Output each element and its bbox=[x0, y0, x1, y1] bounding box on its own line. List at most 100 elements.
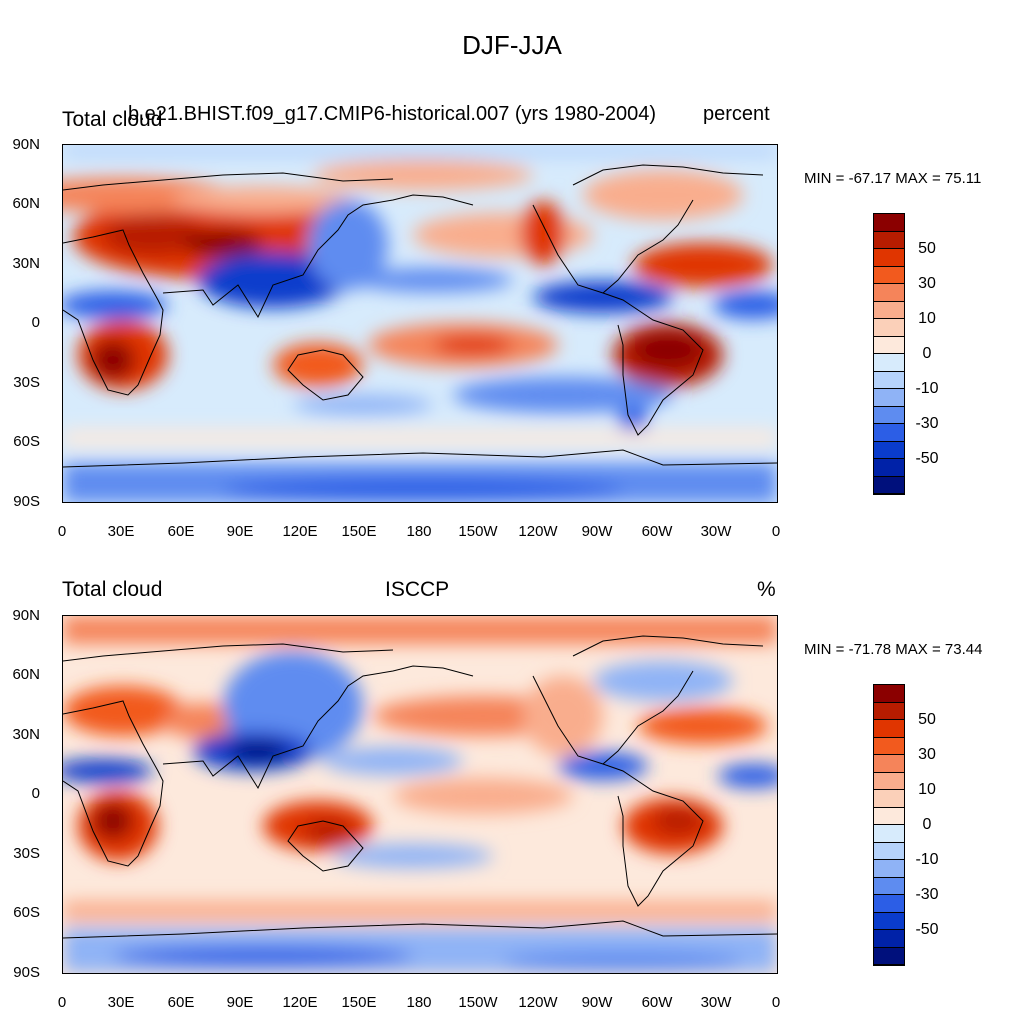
colorbar-swatch bbox=[874, 930, 904, 948]
panel2-lat-label: 0 bbox=[31, 785, 40, 802]
colorbar-swatch bbox=[874, 301, 904, 319]
colorbar-swatch bbox=[874, 231, 904, 249]
panel1-lat-label: 90N bbox=[12, 136, 40, 153]
panel1-lat-label: 30S bbox=[13, 374, 40, 391]
colorbar-swatch bbox=[874, 685, 904, 703]
panel2-center-label: ISCCP bbox=[385, 578, 450, 601]
panel1-lon-label: 90W bbox=[581, 523, 613, 540]
colorbar-swatch bbox=[874, 947, 904, 965]
panel1-lon-label: 150E bbox=[341, 523, 377, 540]
colorbar-swatch bbox=[874, 424, 904, 442]
colorbar-swatch bbox=[874, 720, 904, 738]
colorbar-swatch bbox=[874, 772, 904, 790]
colorbar-swatch bbox=[874, 214, 904, 232]
panel2-colorbar bbox=[873, 684, 905, 966]
colorbar-swatch bbox=[874, 389, 904, 407]
colorbar-swatch bbox=[874, 459, 904, 477]
panel1-lon-label: 60E bbox=[167, 523, 195, 540]
panel2-colorbar-label: 0 bbox=[922, 816, 932, 833]
colorbar-swatch bbox=[874, 702, 904, 720]
colorbar-swatch bbox=[874, 371, 904, 389]
panel2-lon-label: 120W bbox=[518, 994, 558, 1011]
anomaly-southasia-cool bbox=[198, 252, 348, 308]
panel1-lon-label: 120E bbox=[282, 523, 318, 540]
panel2-lat-label: 60N bbox=[12, 666, 40, 683]
panel1-lon-label: 0 bbox=[57, 523, 67, 540]
colorbar-swatch bbox=[874, 441, 904, 459]
figure-title: DJF-JJA bbox=[462, 30, 562, 60]
panel2-lon-label: 60W bbox=[641, 994, 673, 1011]
panel2-lon-label: 180 bbox=[406, 994, 432, 1011]
colorbar-swatch bbox=[874, 825, 904, 843]
colorbar-swatch bbox=[874, 860, 904, 878]
coastlines bbox=[63, 635, 777, 939]
panel1-lat-label: 0 bbox=[31, 314, 40, 331]
panel2-lon-label: 30W bbox=[700, 994, 732, 1011]
panel1-colorbar bbox=[873, 213, 905, 495]
panel1-lon-label: 180 bbox=[406, 523, 432, 540]
colorbar-swatch bbox=[874, 406, 904, 424]
panel2-lon-label: 90E bbox=[226, 994, 254, 1011]
colorbar-swatch bbox=[874, 842, 904, 860]
colorbar-swatch bbox=[874, 895, 904, 913]
panel1-lat-label: 60S bbox=[13, 433, 40, 450]
panel1-right-label: percent bbox=[703, 103, 770, 125]
panel1-lat-label: 90S bbox=[13, 493, 40, 510]
panel2-colorbar-label: 10 bbox=[918, 781, 936, 798]
panel1-lon-label: 90E bbox=[226, 523, 254, 540]
panel2-colorbar-label: -30 bbox=[915, 886, 939, 903]
panel2-right-label: % bbox=[757, 578, 776, 601]
panel2-lat-label: 90S bbox=[13, 964, 40, 981]
colorbar-swatch bbox=[874, 249, 904, 267]
panel2-colorbar-label: -10 bbox=[915, 851, 939, 868]
colorbar-swatch bbox=[874, 354, 904, 372]
panel1-lat-label: 60N bbox=[12, 195, 40, 212]
panel1-colorbar-label: -30 bbox=[915, 415, 939, 432]
panel2-lat-label: 30S bbox=[13, 845, 40, 862]
panel2-lat-label: 90N bbox=[12, 607, 40, 624]
panel1-colorbar-label: -10 bbox=[915, 380, 939, 397]
panel1-lon-label: 0 bbox=[771, 523, 781, 540]
panel1-colorbar-label: 0 bbox=[922, 345, 932, 362]
panel1-colorbar-label: 30 bbox=[918, 275, 936, 292]
panel2-map bbox=[62, 615, 778, 974]
panel2-lat-label: 30N bbox=[12, 726, 40, 743]
panel2-lon-label: 150W bbox=[458, 994, 498, 1011]
panel2-minmax: MIN = -71.78 MAX = 73.44 bbox=[804, 641, 983, 658]
panel1-left-label: Total cloud bbox=[62, 108, 163, 131]
panel1-colorbar-label: -50 bbox=[915, 450, 939, 467]
colorbar-swatch bbox=[874, 319, 904, 337]
panel1-map bbox=[62, 144, 778, 503]
coastlines bbox=[63, 164, 777, 468]
panel1-lon-label: 30W bbox=[700, 523, 732, 540]
panel2-lon-label: 0 bbox=[771, 994, 781, 1011]
panel1-lon-label: 60W bbox=[641, 523, 673, 540]
panel1-lon-label: 30E bbox=[107, 523, 135, 540]
panel2-lon-label: 90W bbox=[581, 994, 613, 1011]
panel2-left-label: Total cloud bbox=[62, 578, 163, 601]
panel2-colorbar-label: 30 bbox=[918, 746, 936, 763]
panel2-colorbar-label: -50 bbox=[915, 921, 939, 938]
colorbar-swatch bbox=[874, 336, 904, 354]
panel2-lon-label: 150E bbox=[341, 994, 377, 1011]
panel2-lon-label: 30E bbox=[107, 994, 135, 1011]
panel1-lon-label: 120W bbox=[518, 523, 558, 540]
panel2-lon-label: 0 bbox=[57, 994, 67, 1011]
colorbar-swatch bbox=[874, 284, 904, 302]
colorbar-swatch bbox=[874, 755, 904, 773]
panel2-lon-label: 60E bbox=[167, 994, 195, 1011]
colorbar-swatch bbox=[874, 877, 904, 895]
panel2-lat-label: 60S bbox=[13, 904, 40, 921]
panel2-lon-label: 120E bbox=[282, 994, 318, 1011]
panel1-lat-label: 30N bbox=[12, 255, 40, 272]
colorbar-swatch bbox=[874, 476, 904, 494]
panel1-lon-label: 150W bbox=[458, 523, 498, 540]
colorbar-swatch bbox=[874, 807, 904, 825]
panel1-colorbar-label: 50 bbox=[918, 240, 936, 257]
colorbar-swatch bbox=[874, 912, 904, 930]
colorbar-swatch bbox=[874, 266, 904, 284]
colorbar-swatch bbox=[874, 737, 904, 755]
colorbar-swatch bbox=[874, 790, 904, 808]
panel1-center-label: b.e21.BHIST.f09_g17.CMIP6-historical.007… bbox=[128, 103, 657, 125]
panel1-colorbar-label: 10 bbox=[918, 310, 936, 327]
